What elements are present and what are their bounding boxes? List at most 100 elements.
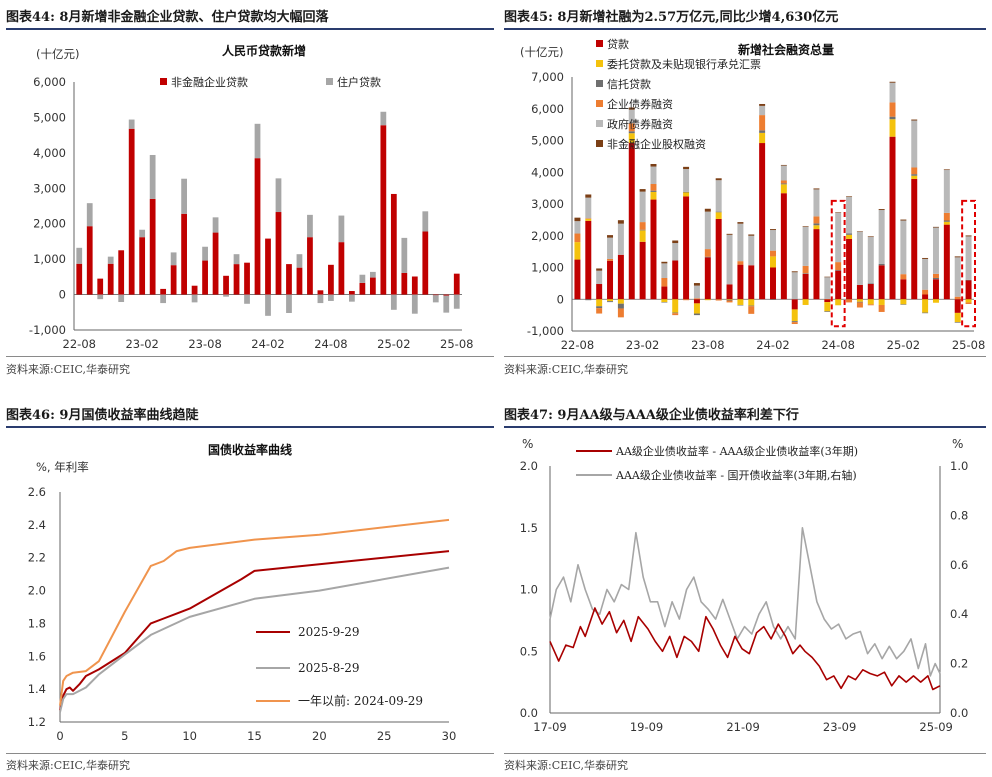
- bar-segment: [639, 222, 646, 230]
- y-tick-label-right: 0.4: [950, 607, 968, 621]
- legend-swatch: [596, 80, 603, 87]
- y-axis-label: %, 年利率: [36, 460, 89, 474]
- unit-label: (十亿元): [36, 47, 79, 61]
- x-tick-label: 24-02: [251, 337, 284, 351]
- legend-label: AAA级企业债收益率 - 国开债收益率(3年期,右轴): [615, 468, 857, 482]
- bar-segment: [149, 198, 156, 295]
- bar-segment: [369, 271, 376, 278]
- bar-segment: [846, 234, 853, 239]
- bar-segment: [443, 295, 450, 313]
- bar-segment: [617, 220, 624, 224]
- bar-segment: [965, 279, 972, 281]
- bar-segment: [139, 229, 146, 238]
- y-tick-label-right: 0.2: [950, 657, 968, 671]
- legend-swatch: [326, 78, 333, 85]
- bar-segment: [715, 218, 722, 300]
- bar-segment: [349, 291, 355, 295]
- bar-segment: [574, 217, 581, 222]
- bar-segment: [835, 270, 842, 271]
- x-tick-label: 30: [442, 729, 457, 743]
- bar-segment: [76, 247, 83, 264]
- bar-segment: [704, 257, 711, 300]
- bar-segment: [617, 299, 624, 304]
- series-line: [59, 518, 450, 706]
- bar-segment: [596, 308, 603, 314]
- bar-segment: [628, 142, 635, 300]
- title-rule: [6, 426, 494, 428]
- bar-segment: [617, 308, 624, 318]
- bar-segment: [737, 261, 744, 265]
- bar-segment: [824, 311, 831, 312]
- bar-segment: [824, 298, 831, 300]
- y-tick-label: 1.6: [28, 649, 46, 663]
- bar-segment: [791, 322, 798, 325]
- bar-segment: [835, 212, 842, 213]
- bar-segment: [359, 274, 366, 283]
- bar-segment: [607, 237, 614, 259]
- x-tick-label: 24-08: [821, 338, 854, 352]
- bar-segment: [965, 280, 972, 300]
- x-tick-label: 24-08: [314, 337, 347, 351]
- bar-segment: [639, 230, 646, 242]
- series-line: [549, 607, 941, 691]
- source-note: 资料来源:CEIC,华泰研究: [6, 363, 131, 376]
- bar-segment: [118, 294, 125, 303]
- bar-segment: [900, 304, 907, 305]
- bar-segment: [296, 267, 303, 295]
- panel-47: 图表47: 9月AA级与AAA级企业债收益率利差下行 %% 0.0 0.5 1.0 1.…: [504, 404, 986, 776]
- y-tick-label-left: 2.0: [520, 459, 538, 473]
- y-tick-label: 2,000: [33, 217, 66, 231]
- bar-segment: [296, 254, 303, 268]
- bar-segment: [275, 212, 282, 295]
- y-tick-label-right: 0.8: [950, 508, 968, 522]
- series-line: [59, 550, 450, 711]
- bar-segment: [900, 279, 907, 300]
- y-tick-label: 1.8: [28, 616, 46, 630]
- series-line: [549, 527, 941, 677]
- bar-segment: [932, 277, 939, 280]
- bar-segment: [574, 259, 581, 300]
- bar-segment: [802, 226, 809, 266]
- x-tick-label: 25-02: [377, 337, 410, 351]
- y-tick-label: 1.2: [28, 715, 46, 729]
- bar-segment: [791, 272, 798, 300]
- bar-segment: [661, 261, 668, 264]
- bar-segment: [824, 276, 831, 278]
- unit-label: (十亿元): [520, 45, 563, 59]
- bar-segment: [737, 304, 744, 306]
- bar-segment: [856, 302, 863, 308]
- bar-segment: [585, 220, 592, 300]
- bar-segment: [813, 216, 820, 224]
- bar-segment: [867, 299, 874, 305]
- bar-segment: [965, 302, 972, 305]
- bar-segment: [922, 312, 929, 314]
- y-tick-label: 2.4: [28, 518, 46, 532]
- source-rule: [504, 753, 986, 754]
- bar-segment: [650, 199, 657, 300]
- bar-segment: [617, 303, 624, 309]
- bar-segment: [265, 294, 271, 316]
- bar-segment: [748, 265, 755, 300]
- bar-segment: [889, 116, 896, 120]
- series-line: [59, 566, 450, 713]
- bar-segment: [212, 217, 219, 233]
- x-tick-label: 25-08: [440, 337, 473, 351]
- bar-segment: [453, 273, 460, 295]
- bar-segment: [693, 299, 700, 304]
- x-tick-label: 15: [247, 729, 262, 743]
- bar-segment: [672, 243, 679, 261]
- panel-title: 图表47: 9月AA级与AAA级企业债收益率利差下行: [504, 408, 799, 423]
- bar-segment: [835, 270, 842, 300]
- bar-segment: [244, 262, 250, 295]
- bar-segment: [922, 289, 929, 295]
- bar-segment: [317, 294, 324, 304]
- bar-segment: [900, 219, 907, 221]
- bar-segment: [748, 299, 755, 306]
- bar-segment: [672, 260, 679, 300]
- bar-segment: [380, 125, 387, 295]
- bar-segment: [932, 227, 939, 274]
- bar-segment: [770, 299, 776, 300]
- bar-segment: [202, 260, 208, 295]
- bar-segment: [265, 238, 271, 295]
- bar-segment: [683, 166, 690, 170]
